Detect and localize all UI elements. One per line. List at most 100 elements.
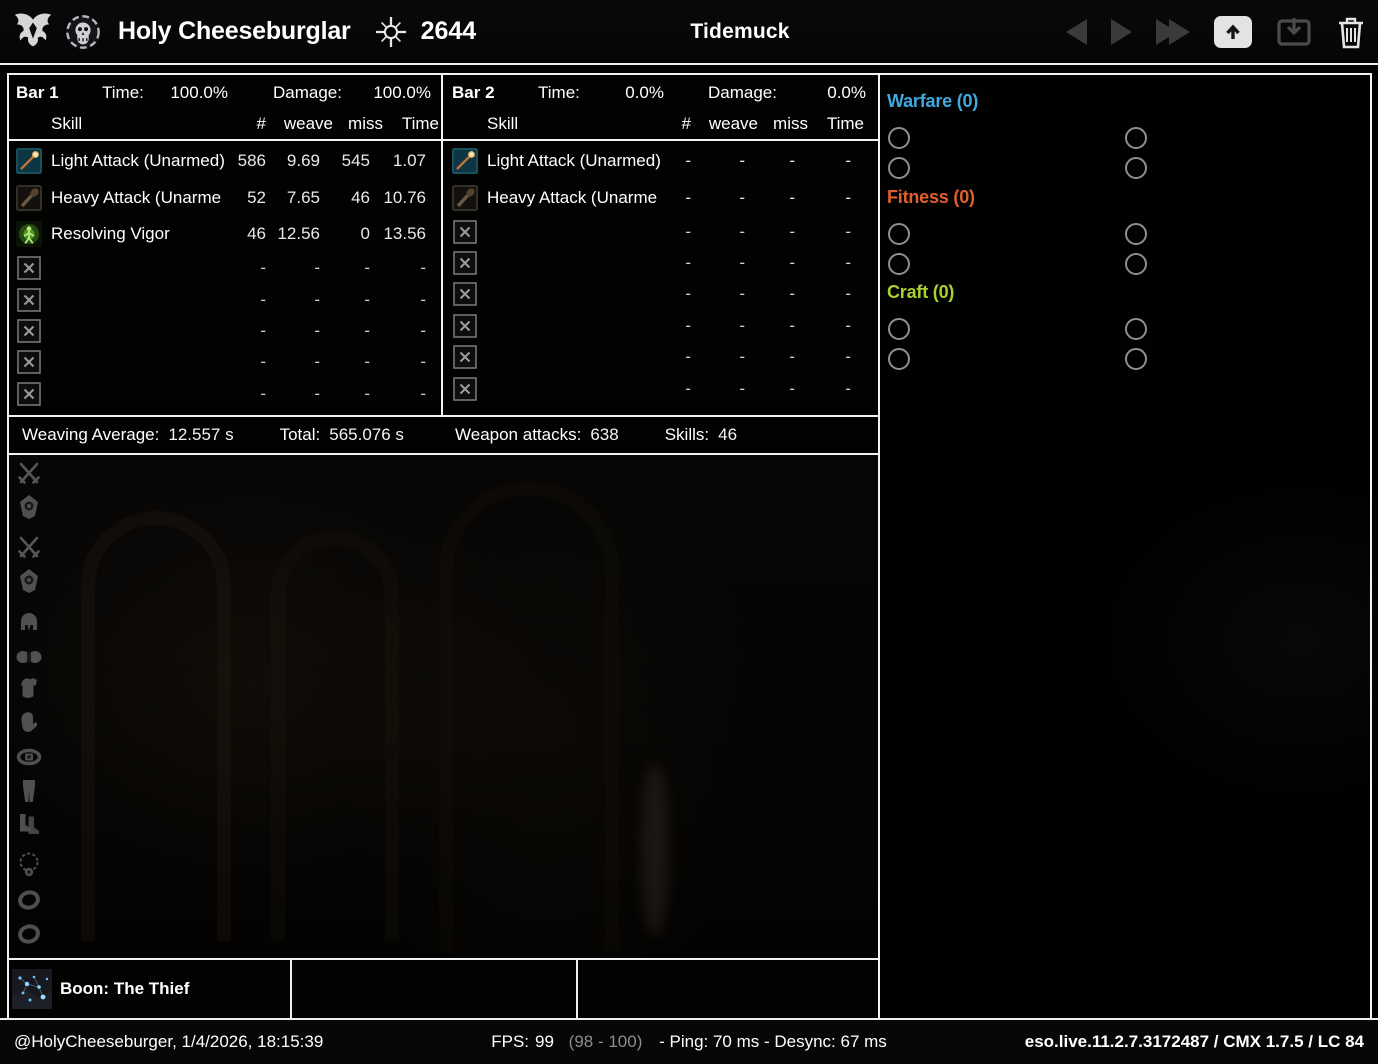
total-pair: Total: 565.076 s bbox=[280, 425, 450, 445]
combat-metrics-window: Bar 1 Time: 100.0% Damage: 100.0% Skill … bbox=[7, 73, 1372, 1018]
backup-weapons-slot-icon bbox=[14, 532, 44, 562]
champion-section-craft: Craft (0) bbox=[880, 282, 1370, 396]
ring-1-slot-icon bbox=[14, 884, 44, 914]
skill-count: - bbox=[260, 383, 266, 403]
character-summary: Holy Cheeseburglar 2644 bbox=[12, 0, 476, 63]
nav-fast-forward-icon[interactable] bbox=[1156, 18, 1190, 45]
arch-decoration bbox=[271, 531, 399, 941]
skill-miss: - bbox=[364, 258, 370, 278]
skill-miss: - bbox=[364, 352, 370, 372]
champion-slot bbox=[1125, 157, 1147, 179]
col-count: # bbox=[681, 114, 691, 133]
chest-slot-icon bbox=[14, 674, 44, 704]
empty-icon bbox=[16, 287, 42, 313]
table-row: - - - - bbox=[443, 342, 878, 373]
bar1-panel: Bar 1 Time: 100.0% Damage: 100.0% Skill … bbox=[9, 75, 441, 417]
skill-weave: - bbox=[314, 289, 320, 309]
arch-decoration bbox=[439, 481, 619, 951]
table-row: Heavy Attack (Unarme 52 7.65 46 10.76 bbox=[9, 180, 441, 217]
col-miss: miss bbox=[773, 114, 808, 133]
status-bar: @HolyCheeseburger, 1/4/2026, 18:15:39 FP… bbox=[0, 1018, 1378, 1064]
heavy-attack-icon bbox=[16, 184, 42, 211]
empty-icon bbox=[452, 281, 478, 307]
col-time: Time bbox=[401, 114, 439, 133]
skill-count: - bbox=[685, 187, 691, 207]
skill-time: - bbox=[845, 378, 851, 398]
account-timestamp: @HolyCheeseburger, 1/4/2026, 18:15:39 bbox=[14, 1032, 324, 1051]
skill-miss: - bbox=[789, 151, 795, 171]
skill-weave: - bbox=[314, 320, 320, 340]
table-row: - - - - bbox=[443, 247, 878, 278]
nav-forward-icon[interactable] bbox=[1111, 18, 1132, 45]
total-pair: Weapon attacks: 638 bbox=[455, 425, 665, 445]
time-value: 0.0% bbox=[625, 83, 664, 102]
ping-desync: - Ping: 70 ms - Desync: 67 ms bbox=[659, 1032, 887, 1051]
skill-count: - bbox=[685, 315, 691, 335]
time-value: 100.0% bbox=[170, 83, 228, 102]
skill-name: Resolving Vigor bbox=[51, 224, 170, 244]
skill-time: - bbox=[845, 221, 851, 241]
bar1-summary: Bar 1 Time: 100.0% Damage: 100.0% bbox=[9, 75, 441, 109]
skill-name: Heavy Attack (Unarme bbox=[51, 187, 222, 207]
champion-slot bbox=[1125, 253, 1147, 275]
skill-count: - bbox=[685, 378, 691, 398]
champion-slot bbox=[888, 223, 910, 245]
skill-weave: - bbox=[314, 352, 320, 372]
bar2-rows: Light Attack (Unarmed) - - - - Heavy Att… bbox=[443, 141, 878, 404]
champion-slot bbox=[1125, 223, 1147, 245]
skill-weave: - bbox=[739, 253, 745, 273]
skill-count: - bbox=[685, 284, 691, 304]
col-weave: weave bbox=[708, 114, 758, 133]
table-row: Resolving Vigor 46 12.56 0 13.56 bbox=[9, 216, 441, 253]
damage-label: Damage: bbox=[273, 83, 342, 102]
total-label: Weapon attacks: bbox=[455, 425, 582, 444]
shoulders-slot-icon bbox=[14, 640, 44, 670]
champion-slot bbox=[888, 348, 910, 370]
bar2-summary: Bar 2 Time: 0.0% Damage: 0.0% bbox=[443, 75, 878, 109]
skill-time: 13.56 bbox=[383, 224, 426, 244]
total-value: 638 bbox=[590, 425, 619, 444]
champion-slots bbox=[880, 306, 1370, 396]
champion-slot bbox=[888, 253, 910, 275]
total-label: Total: bbox=[279, 425, 321, 444]
skill-time: - bbox=[845, 253, 851, 273]
empty-icon bbox=[16, 318, 42, 344]
skill-miss: 0 bbox=[360, 224, 370, 244]
skill-count: - bbox=[685, 347, 691, 367]
trash-icon[interactable] bbox=[1336, 15, 1366, 49]
skill-time: - bbox=[420, 352, 426, 372]
skill-count: 46 bbox=[247, 224, 266, 244]
skill-time: 10.76 bbox=[383, 187, 426, 207]
nav-back-icon[interactable] bbox=[1066, 18, 1087, 45]
character-name: Holy Cheeseburglar bbox=[118, 17, 351, 45]
champion-slot bbox=[1125, 348, 1147, 370]
table-row: - - - - bbox=[9, 253, 441, 284]
skill-miss: - bbox=[364, 383, 370, 403]
skill-count: 586 bbox=[237, 151, 266, 171]
build-version: eso.live.11.2.7.3172487 / CMX 1.7.5 / LC… bbox=[1024, 1032, 1365, 1051]
page-title: Tidemuck bbox=[690, 19, 790, 43]
skill-miss: - bbox=[789, 347, 795, 367]
time-label: Time: bbox=[102, 83, 144, 102]
heavy-attack-icon bbox=[452, 184, 478, 211]
skill-weave: - bbox=[314, 383, 320, 403]
empty-icon bbox=[452, 344, 478, 370]
champion-star-icon bbox=[375, 16, 407, 48]
bar2-totals: Weapon attacks: 638 Skills: 46 bbox=[443, 417, 878, 453]
bar2-panel: Bar 2 Time: 0.0% Damage: 0.0% Skill # we… bbox=[443, 75, 878, 417]
skill-time: - bbox=[845, 187, 851, 207]
skill-weave: - bbox=[739, 221, 745, 241]
table-row: - - - - bbox=[9, 378, 441, 409]
total-value: 46 bbox=[718, 425, 738, 444]
skill-weave: 12.56 bbox=[277, 224, 320, 244]
skill-weave: 7.65 bbox=[286, 187, 320, 207]
champion-points-value: 2644 bbox=[420, 17, 477, 45]
col-count: # bbox=[256, 114, 266, 133]
game-view bbox=[9, 455, 878, 958]
upload-button[interactable] bbox=[1214, 15, 1252, 48]
table-row: Heavy Attack (Unarme - - - - bbox=[443, 180, 878, 217]
table-row: - - - - bbox=[9, 284, 441, 315]
download-icon[interactable] bbox=[1276, 17, 1312, 47]
col-skill: Skill bbox=[487, 114, 519, 133]
